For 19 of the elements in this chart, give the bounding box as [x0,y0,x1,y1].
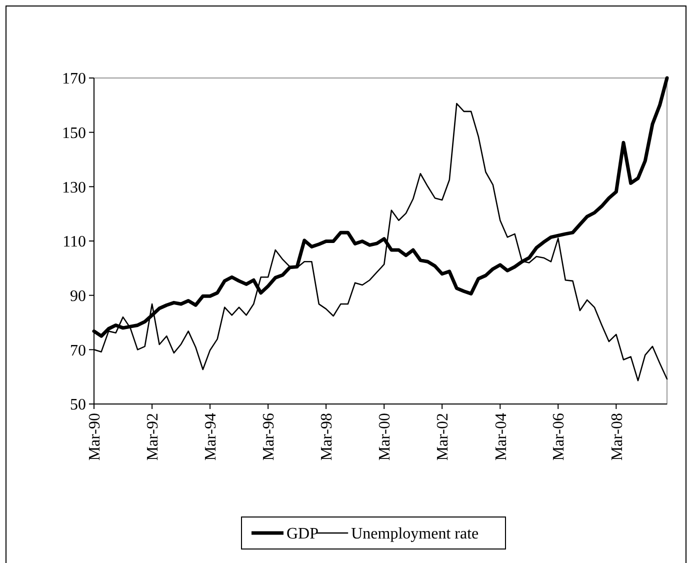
y-tick-label: 70 [70,342,86,360]
x-tick-label: Mar-06 [550,413,568,461]
y-tick-label: 90 [70,288,86,305]
x-tick-label: Mar-08 [608,413,626,461]
legend-label: GDP [286,526,319,543]
x-tick-label: Mar-98 [318,413,336,461]
x-tick-label: Mar-94 [202,413,220,461]
x-tick-label: Mar-04 [492,413,510,461]
y-tick-label: 170 [62,70,86,88]
x-tick-label: Mar-90 [86,413,104,461]
legend-label: Unemployment rate [351,526,479,543]
x-tick-label: Mar-00 [376,413,394,461]
x-tick-label: Mar-02 [434,413,452,461]
y-tick-label: 130 [62,179,86,196]
x-tick-label: Mar-92 [144,413,162,461]
y-tick-label: 150 [62,124,86,142]
y-tick-label: 50 [70,396,86,414]
y-tick-label: 110 [62,234,86,251]
x-tick-label: Mar-96 [260,413,278,461]
